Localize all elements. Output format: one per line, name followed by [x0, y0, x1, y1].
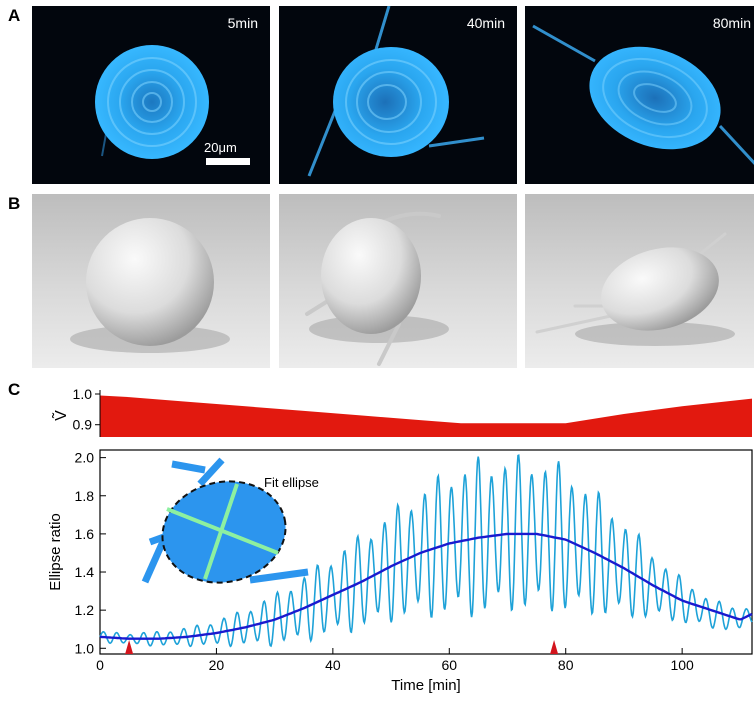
x-axis-label: Time [min] [391, 677, 460, 694]
volume-y-ticks: 0.9 1.0 [73, 386, 100, 433]
time-marker [125, 640, 134, 654]
panel-label-c: C [8, 380, 21, 399]
volume-area [100, 395, 752, 437]
volume-chart: 0.9 1.0 Ṽ [50, 386, 752, 437]
y-tick-label: 1.8 [75, 488, 95, 504]
render-40min [279, 194, 517, 368]
x-axis-ticks: 0 20 40 60 80 100 [96, 648, 694, 673]
scale-bar [206, 158, 250, 165]
timepoint-label: 80min [712, 15, 751, 31]
panel-label-a: A [8, 6, 21, 25]
inset-label: Fit ellipse [264, 475, 319, 490]
render-image [279, 194, 517, 368]
x-tick-label: 20 [209, 657, 225, 673]
micrograph-image [95, 45, 250, 165]
inset-fit-ellipse-outline [161, 480, 287, 584]
inset-protrusions [141, 457, 309, 584]
render-image [525, 194, 754, 368]
render-image [32, 194, 270, 368]
y-tick-label: 1.2 [75, 602, 95, 618]
y-tick-label: 2.0 [75, 450, 95, 466]
x-tick-label: 80 [558, 657, 574, 673]
plot-frame [99, 449, 753, 655]
x-tick-label: 40 [325, 657, 341, 673]
y-tick-label: 1.0 [75, 640, 95, 656]
x-tick-label: 60 [441, 657, 457, 673]
y-tick-label: 1.6 [75, 526, 95, 542]
raw-ellipse-ratio-line [99, 454, 753, 648]
micrograph-80min: 80min [525, 6, 754, 184]
time-markers [125, 640, 559, 654]
volume-y-tick-label: 0.9 [73, 417, 93, 433]
fit-ellipse-inset: Fit ellipse [141, 457, 319, 584]
timepoint-label: 5min [227, 15, 258, 31]
inset-ellipse-axes [166, 483, 279, 580]
y-axis-ticks: 1.0 1.2 1.4 1.6 1.8 2.0 [75, 450, 106, 656]
volume-y-tick-label: 1.0 [73, 386, 93, 402]
render-80min [525, 194, 754, 368]
scale-bar-label: 20μm [204, 140, 237, 155]
panel-label-b: B [8, 194, 21, 213]
smoothed-ellipse-ratio-line [99, 532, 753, 640]
x-tick-label: 0 [96, 657, 104, 673]
panel-c-charts: 0.9 1.0 Ṽ 0 20 40 60 80 100 1.0 1.2 1.4 1.6 1.8 2.… [47, 386, 753, 694]
micrograph-image [532, 24, 754, 165]
micrograph-5min: 5min 20μm [32, 6, 270, 184]
y-tick-label: 1.4 [75, 564, 95, 580]
micrograph-image [307, 6, 485, 177]
time-marker [550, 640, 559, 654]
micrograph-40min: 40min [279, 6, 517, 184]
y-axis-label: Ellipse ratio [47, 513, 64, 591]
render-5min [32, 194, 270, 368]
ellipse-ratio-chart: 0 20 40 60 80 100 1.0 1.2 1.4 1.6 1.8 2.0 Time [mi… [47, 449, 753, 694]
x-tick-label: 100 [670, 657, 694, 673]
timepoint-label: 40min [466, 15, 505, 31]
volume-y-label: Ṽ [50, 410, 70, 421]
